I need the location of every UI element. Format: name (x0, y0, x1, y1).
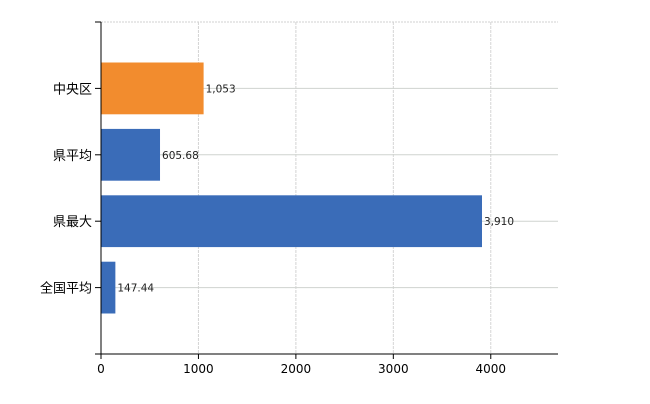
data-label: 605.68 (162, 150, 199, 162)
bar (101, 62, 204, 115)
category-label: 県平均 (53, 149, 92, 164)
bar (101, 261, 116, 314)
x-tick-label: 1000 (183, 362, 214, 376)
bar (101, 128, 161, 181)
x-tick-label: 2000 (281, 362, 312, 376)
x-tick-label: 3000 (378, 362, 409, 376)
bar (101, 195, 482, 248)
data-label: 147.44 (117, 283, 154, 295)
category-label: 全国平均 (40, 281, 92, 297)
category-label: 中央区 (53, 82, 92, 97)
x-tick-label: 0 (97, 362, 105, 376)
data-label: 1,053 (206, 83, 236, 95)
data-label: 3,910 (484, 216, 514, 228)
category-label: 県最大 (53, 215, 92, 230)
x-tick-label: 4000 (475, 362, 506, 376)
